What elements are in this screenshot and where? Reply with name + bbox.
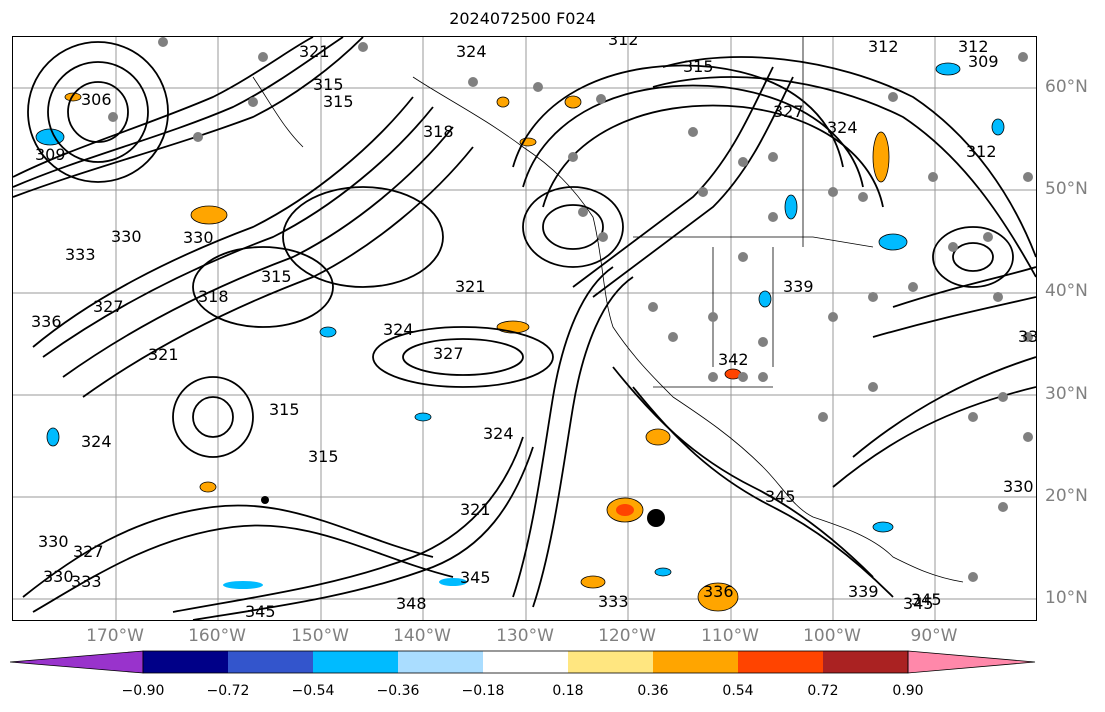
contour-label: 333	[71, 572, 102, 591]
coastlines	[252, 37, 964, 583]
contour-label: 342	[718, 350, 749, 369]
lat-label-40n: 40°N	[1045, 281, 1088, 301]
lon-label-110w: 110°W	[701, 626, 759, 646]
lat-label-60n: 60°N	[1045, 77, 1088, 97]
colorbar-segment	[483, 651, 568, 673]
theta-contours	[13, 37, 1036, 620]
contour-label: 309	[35, 145, 66, 164]
contour-label: 306	[81, 90, 112, 109]
colorbar-segment	[398, 651, 483, 673]
contour-label: 336	[1018, 327, 1036, 346]
storm-marker	[261, 496, 269, 504]
contour-label: 321	[148, 345, 179, 364]
contour-label: 312	[958, 37, 989, 56]
contour-label: 318	[198, 287, 229, 306]
lon-label-150w: 150°W	[291, 626, 349, 646]
storm-marker	[647, 509, 665, 527]
colorbar-segment	[653, 651, 738, 673]
lat-label-30n: 30°N	[1045, 384, 1088, 404]
colorbar-extend-high	[907, 650, 1036, 674]
contour-label: 336	[703, 582, 734, 601]
contour-label: 327	[433, 344, 464, 363]
contour-label: 333	[65, 245, 96, 264]
contour-label: 312	[966, 142, 997, 161]
contour-label: 324	[383, 320, 414, 339]
contour-label: 327	[773, 102, 804, 121]
contour-label: 315	[269, 400, 300, 419]
shaded-field	[35, 62, 1005, 612]
lon-label-140w: 140°W	[393, 626, 451, 646]
colorbar-tick: −0.90	[121, 683, 165, 699]
contour-label: 324	[81, 432, 112, 451]
lon-label-120w: 120°W	[598, 626, 656, 646]
station-dots	[108, 37, 1033, 582]
graticule	[13, 37, 1036, 620]
colorbar	[10, 650, 1036, 674]
colorbar-tick: −0.36	[376, 683, 420, 699]
colorbar-tick: 0.18	[552, 683, 584, 699]
colorbar-segment	[738, 651, 823, 673]
colorbar-segment	[823, 651, 908, 673]
contour-label: 333	[598, 592, 629, 611]
lon-label-90w: 90°W	[910, 626, 958, 646]
contour-label: 345	[765, 487, 796, 506]
contour-label: 309	[968, 52, 999, 71]
contour-label: 330	[111, 227, 142, 246]
contour-label: 330	[38, 532, 69, 551]
map-title: 2024072500 F024	[449, 9, 596, 28]
contour-label: 315	[683, 57, 714, 76]
colorbar-extend-low	[10, 650, 144, 674]
lon-label-130w: 130°W	[496, 626, 554, 646]
contour-label: 330	[43, 567, 74, 586]
contour-label: 315	[308, 447, 339, 466]
map-canvas: 306 309 333 330 330 336 327 318 315 321 …	[13, 37, 1036, 620]
contour-labels: 306 309 333 330 330 336 327 318 315 321 …	[31, 37, 1036, 620]
colorbar-tick: 0.36	[637, 683, 669, 699]
contour-label: 315	[261, 267, 292, 286]
colorbar-tick: −0.54	[291, 683, 335, 699]
contour-label: 330	[1003, 477, 1034, 496]
contour-label: 321	[460, 500, 491, 519]
contour-label: 321	[455, 277, 486, 296]
map-panel: 306 309 333 330 330 336 327 318 315 321 …	[12, 36, 1037, 621]
contour-label: 327	[73, 542, 104, 561]
lon-label-100w: 100°W	[803, 626, 861, 646]
colorbar-segment	[568, 651, 653, 673]
contour-label: 318	[423, 122, 454, 141]
contour-label: 324	[456, 42, 487, 61]
colorbar-segment	[143, 651, 228, 673]
contour-label: 336	[31, 312, 62, 331]
colorbar-tick: 0.90	[892, 683, 924, 699]
contour-label: 339	[783, 277, 814, 296]
lon-label-170w: 170°W	[86, 626, 144, 646]
contour-label: 345	[460, 568, 491, 587]
contour-label: 324	[483, 424, 514, 443]
lat-label-50n: 50°N	[1045, 179, 1088, 199]
colorbar-tick: 0.54	[722, 683, 754, 699]
colorbar-tick: −0.72	[206, 683, 250, 699]
contour-label: 312	[608, 37, 639, 49]
contour-label: 321	[299, 42, 330, 61]
colorbar-segment	[313, 651, 398, 673]
lon-label-160w: 160°W	[188, 626, 246, 646]
contour-label: 327	[93, 297, 124, 316]
contour-label: 312	[868, 37, 899, 56]
contour-label: 345	[911, 590, 942, 609]
contour-label: 348	[396, 594, 427, 613]
contour-label: 330	[183, 228, 214, 247]
contour-label: 315	[313, 75, 344, 94]
contour-label: 339	[848, 582, 879, 601]
colorbar-tick: −0.18	[461, 683, 505, 699]
colorbar-tick: 0.72	[807, 683, 839, 699]
contour-label: 345	[903, 594, 934, 613]
contour-label: 345	[245, 602, 276, 620]
colorbar-segment	[228, 651, 313, 673]
lat-label-20n: 20°N	[1045, 486, 1088, 506]
contour-label: 324	[827, 118, 858, 137]
lat-label-10n: 10°N	[1045, 588, 1088, 608]
contour-label: 315	[323, 92, 354, 111]
